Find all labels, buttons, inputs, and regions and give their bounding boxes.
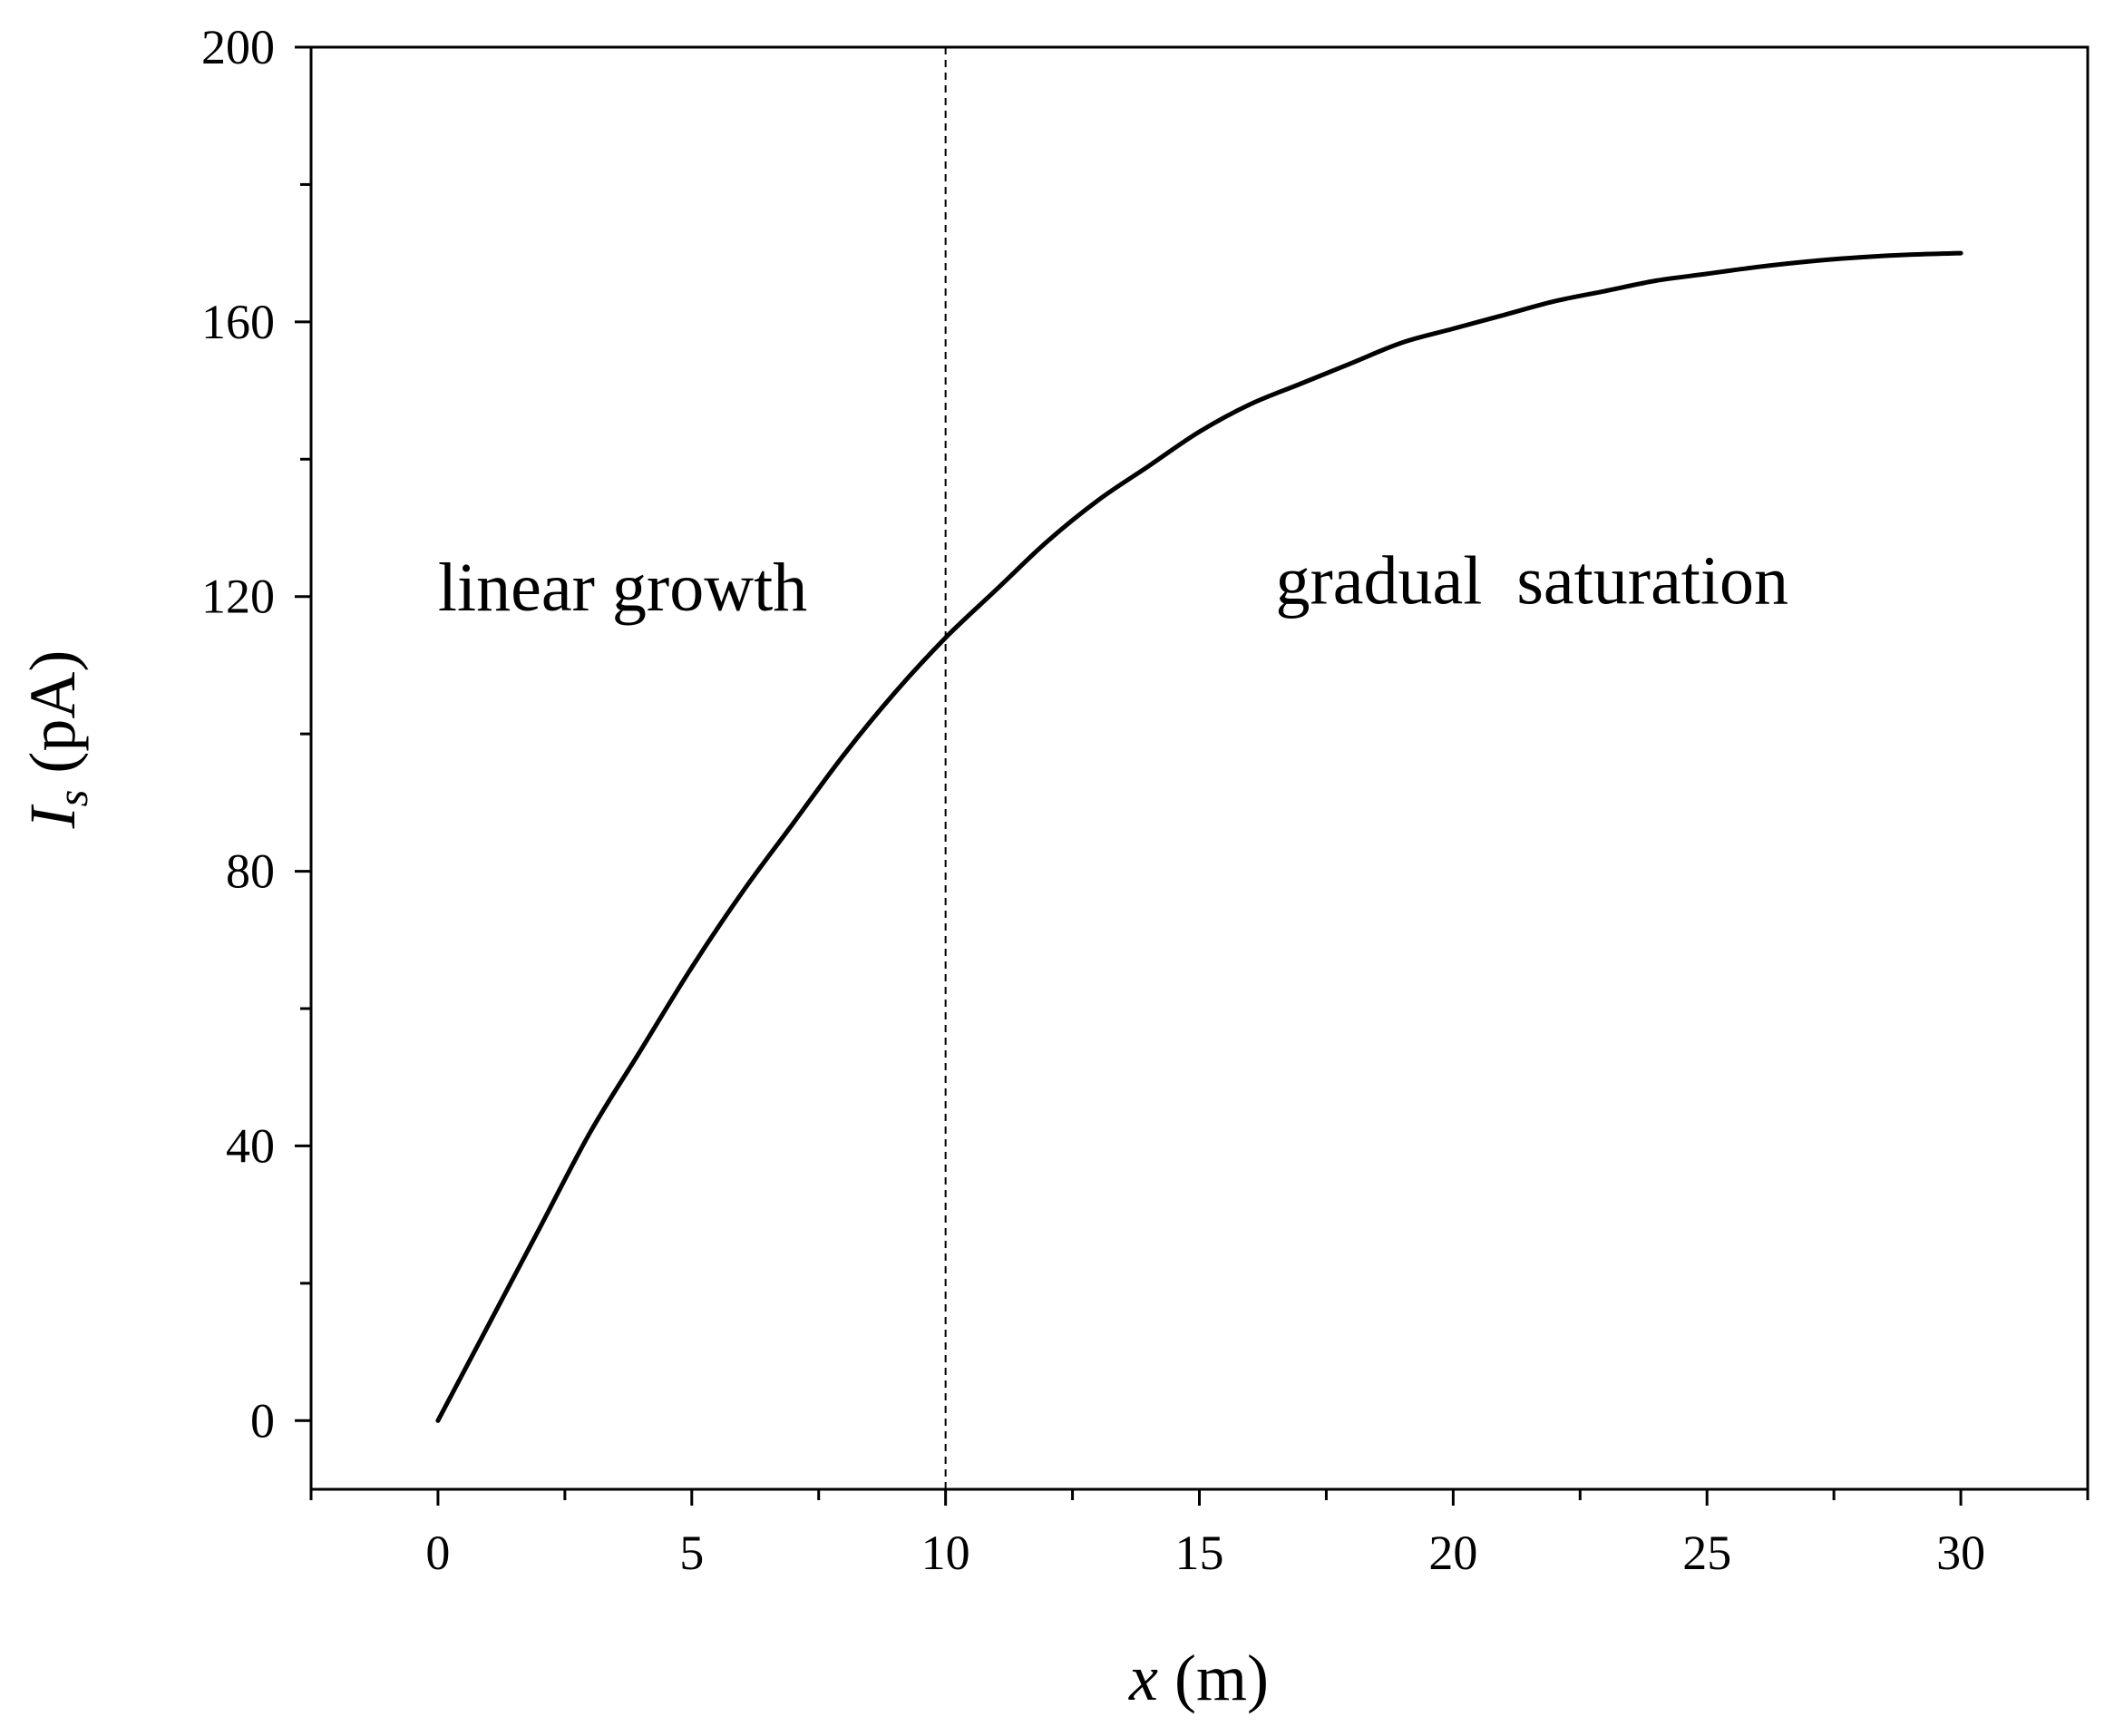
- x-axis-unit: (m): [1174, 1642, 1269, 1714]
- y-tick-label: 200: [201, 20, 275, 74]
- y-tick-label: 120: [201, 570, 275, 624]
- x-tick-label: 0: [425, 1526, 450, 1580]
- annotation-linear-growth: linear growth: [438, 550, 807, 626]
- x-axis-symbol: x: [1128, 1642, 1158, 1714]
- y-tick-label: 40: [226, 1118, 275, 1173]
- x-tick-label: 10: [921, 1526, 970, 1580]
- x-tick-label: 25: [1682, 1526, 1731, 1580]
- x-tick-label: 30: [1936, 1526, 1985, 1580]
- y-axis-unit: (pA): [16, 650, 89, 774]
- y-tick-label: 80: [226, 844, 275, 899]
- plot-frame: [309, 45, 2090, 1491]
- x-axis-title: x (m): [1128, 1642, 1269, 1714]
- y-axis-subscript: s: [49, 790, 97, 807]
- series-line: [435, 250, 1963, 1423]
- y-axis-title: Is (pA): [16, 650, 102, 830]
- y-tick-label: 160: [201, 295, 275, 349]
- axes: 0 5 10 15 20 25 30 0 40 80 120 160 200: [201, 20, 2090, 1580]
- x-tick-label: 5: [679, 1526, 704, 1580]
- x-tick-label: 20: [1428, 1526, 1477, 1580]
- x-tick-label: 15: [1175, 1526, 1224, 1580]
- annotation-gradual-saturation: gradual saturation: [1275, 542, 1788, 619]
- y-tick-label: 0: [250, 1393, 275, 1448]
- y-axis-symbol: I: [16, 804, 89, 829]
